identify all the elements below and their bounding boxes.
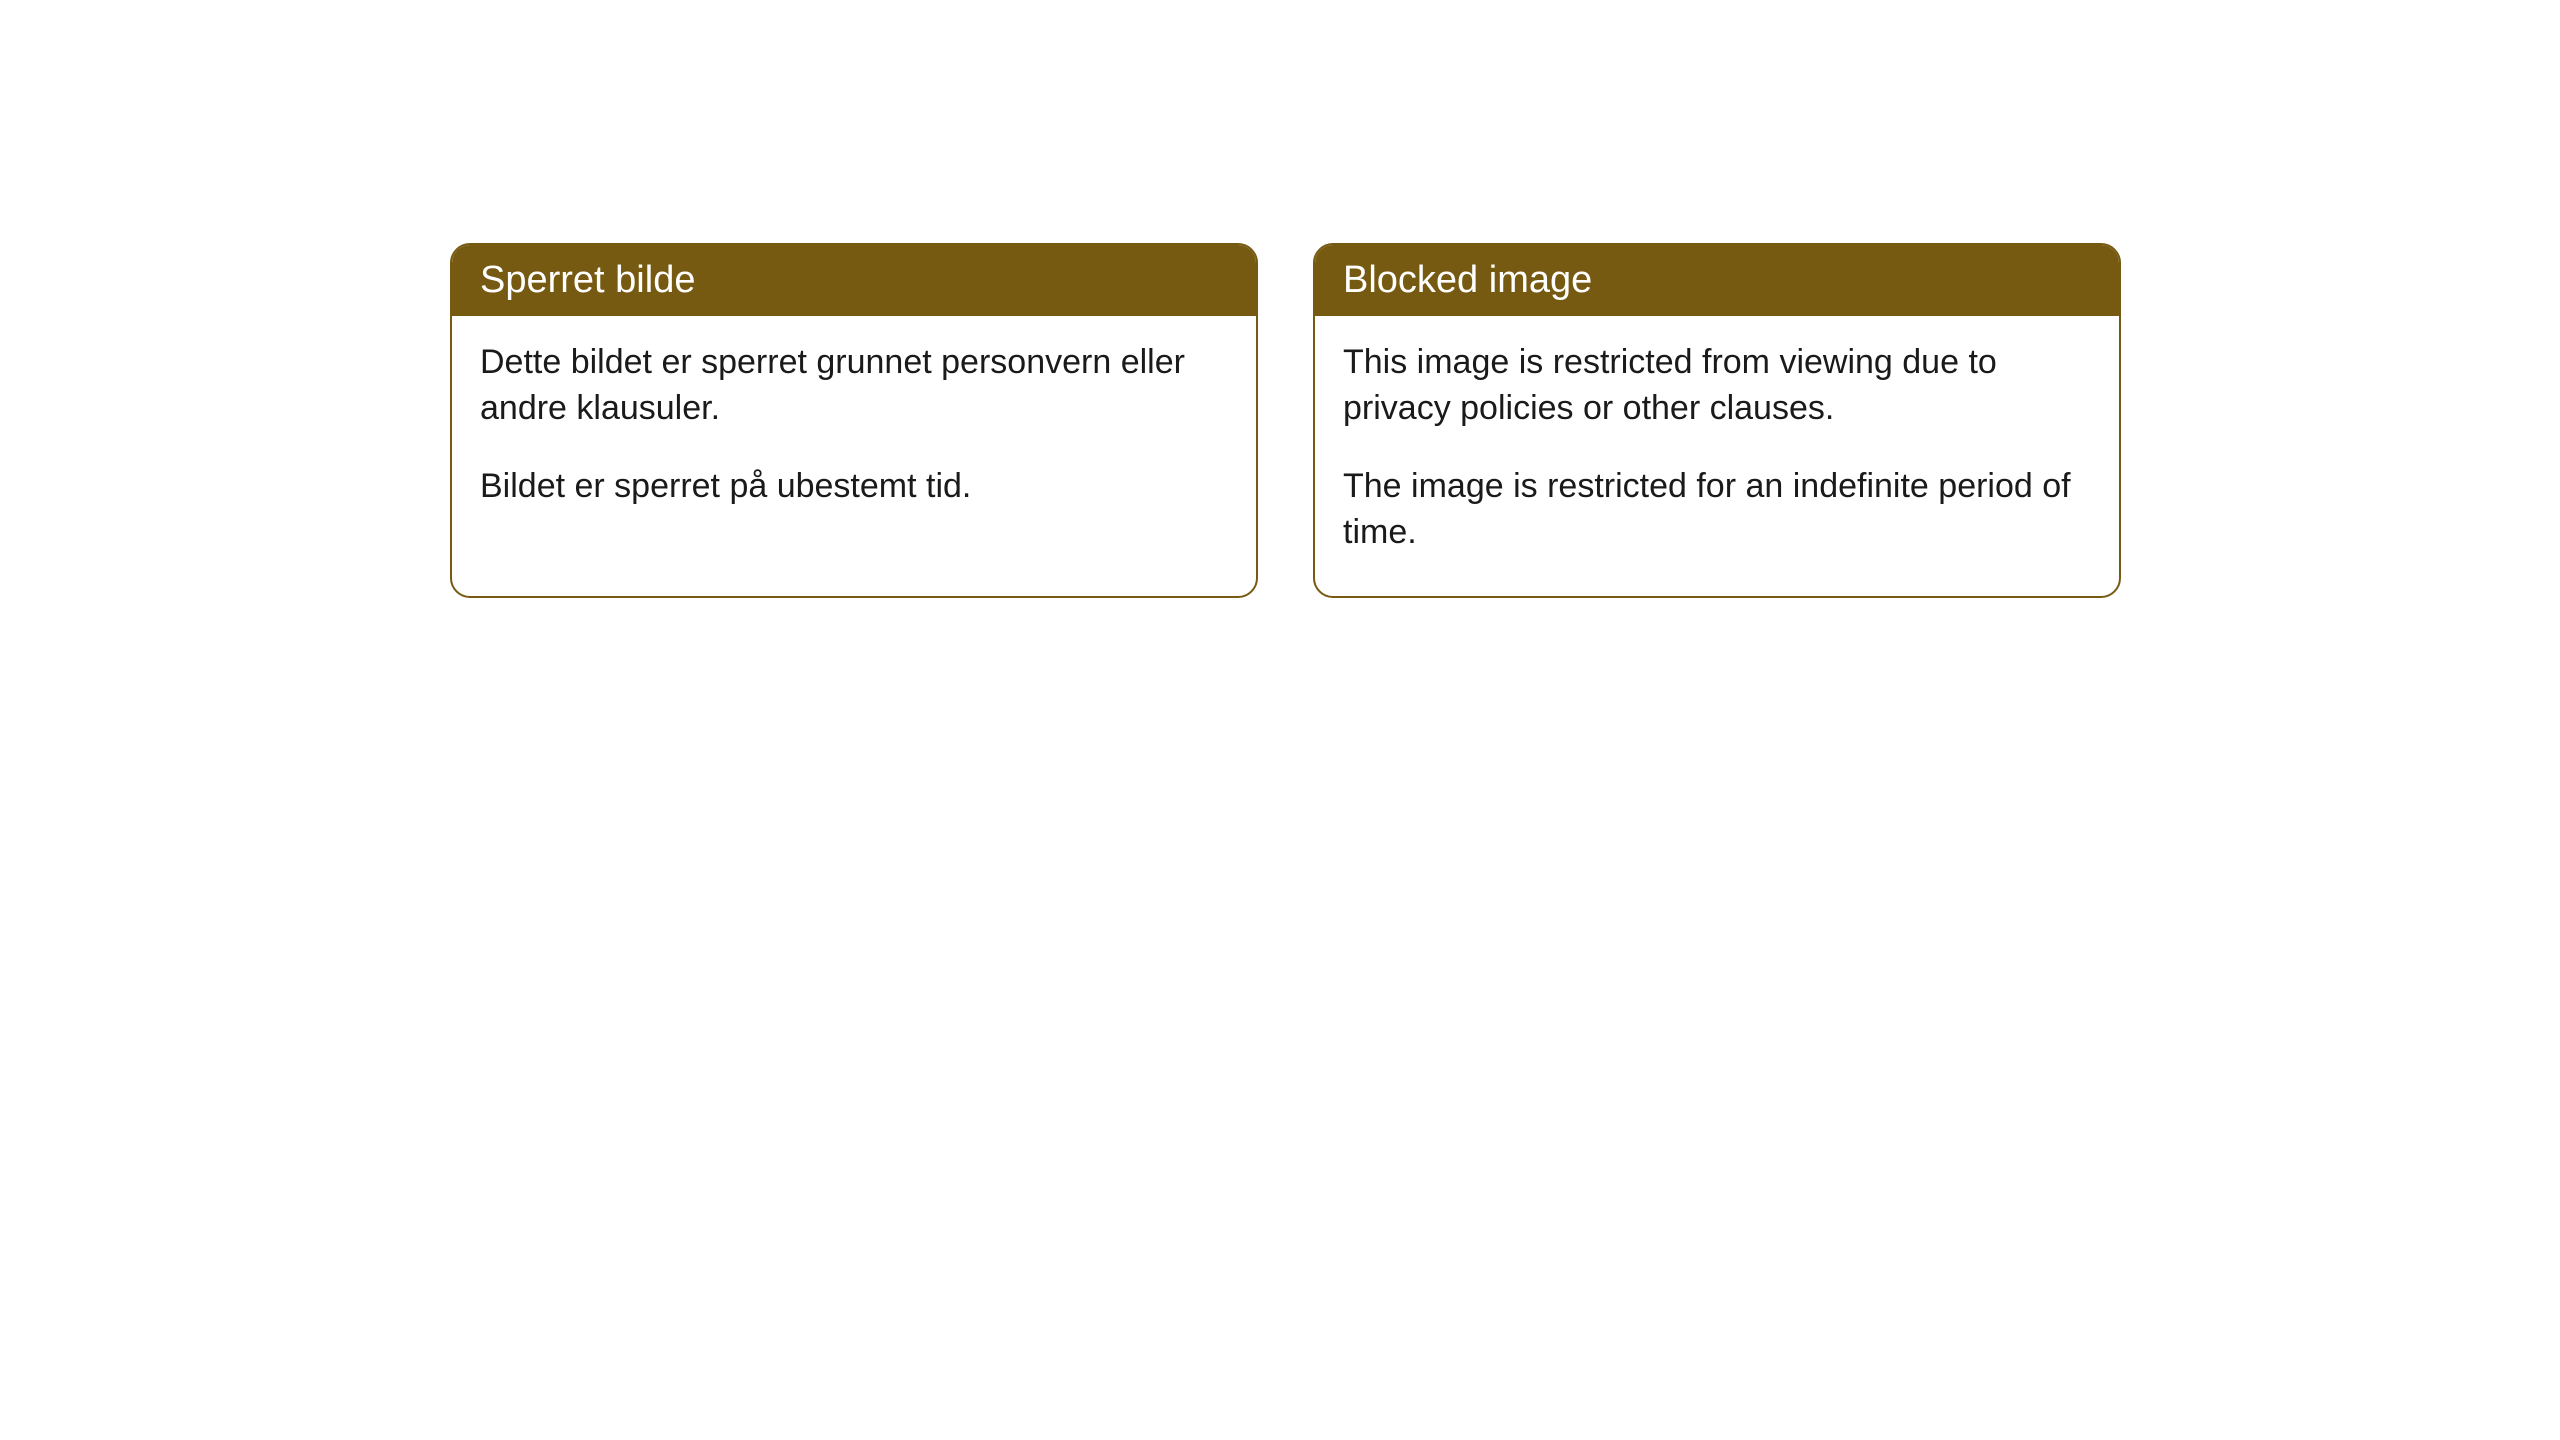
card-paragraph: The image is restricted for an indefinit… xyxy=(1343,464,2091,556)
card-header: Blocked image xyxy=(1315,245,2119,316)
blocked-image-card-norwegian: Sperret bilde Dette bildet er sperret gr… xyxy=(450,243,1258,598)
card-title: Sperret bilde xyxy=(480,259,695,301)
card-paragraph: This image is restricted from viewing du… xyxy=(1343,340,2091,432)
card-title: Blocked image xyxy=(1343,259,1592,301)
card-paragraph: Dette bildet er sperret grunnet personve… xyxy=(480,340,1228,432)
card-header: Sperret bilde xyxy=(452,245,1256,316)
blocked-image-card-english: Blocked image This image is restricted f… xyxy=(1313,243,2121,598)
cards-container: Sperret bilde Dette bildet er sperret gr… xyxy=(450,243,2121,598)
card-body: This image is restricted from viewing du… xyxy=(1315,316,2119,596)
card-body: Dette bildet er sperret grunnet personve… xyxy=(452,316,1256,550)
card-paragraph: Bildet er sperret på ubestemt tid. xyxy=(480,464,1228,510)
